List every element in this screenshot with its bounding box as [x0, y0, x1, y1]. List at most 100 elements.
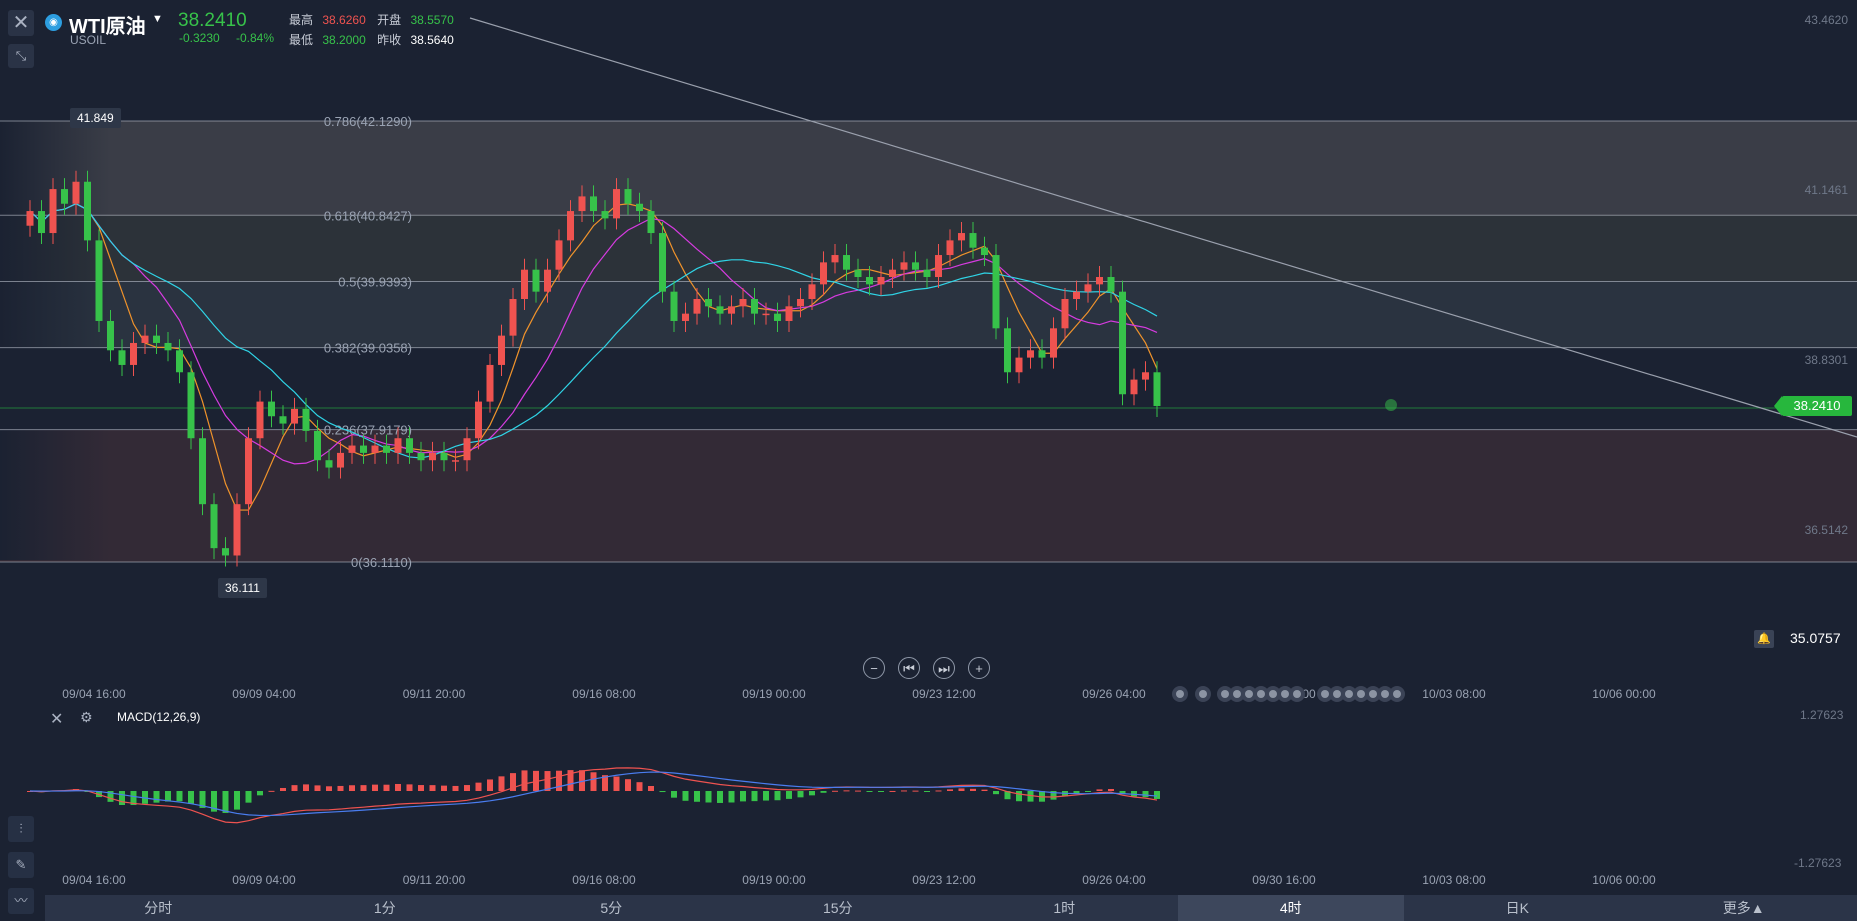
- macd-bar: [866, 791, 873, 792]
- ma-line: [29, 203, 1158, 459]
- candle-body: [774, 313, 781, 321]
- scroll-dot[interactable]: [1389, 686, 1405, 702]
- candle-body: [762, 313, 770, 316]
- candle-body: [199, 438, 206, 505]
- candle-body: [153, 335, 160, 343]
- fib-label: 0(36.1110): [351, 555, 412, 570]
- interval-tab-1m[interactable]: 1分: [373, 900, 396, 916]
- candle-body: [406, 438, 413, 453]
- candle-body: [141, 335, 149, 343]
- macd-bar: [1027, 791, 1034, 802]
- macd-bar: [521, 770, 528, 791]
- candle-body: [785, 306, 793, 321]
- macd-bar: [556, 770, 562, 791]
- bell-icon[interactable]: 🔔: [1754, 630, 1774, 648]
- candle-body: [647, 211, 655, 234]
- candle-body: [1096, 277, 1103, 285]
- time-axis-label: 10/06 00:00: [1592, 687, 1656, 701]
- candle-body: [417, 452, 425, 461]
- macd-histogram: [27, 770, 1160, 813]
- candle-body: [107, 320, 114, 351]
- low-label: 最低: [289, 33, 314, 47]
- macd-axis-top: 1.27623: [1800, 708, 1844, 722]
- gear-icon[interactable]: ⚙: [80, 709, 93, 725]
- candle-body: [279, 416, 287, 424]
- interval-tab-1h[interactable]: 1时: [1053, 900, 1076, 916]
- candle-body: [877, 277, 885, 285]
- candle-body: [659, 233, 666, 292]
- symbol-icon: ◉: [45, 14, 62, 31]
- indicator-icon[interactable]: ⫶: [8, 816, 34, 842]
- macd-bar: [1154, 791, 1160, 799]
- candle-body: [1084, 284, 1092, 292]
- macd-bar: [188, 791, 194, 804]
- interval-tab-more[interactable]: 更多▲: [1722, 900, 1765, 916]
- time-axis-bottom-label: 10/06 00:00: [1592, 873, 1656, 887]
- interval-tab-15m[interactable]: 15分: [822, 900, 853, 916]
- candle-body: [498, 335, 505, 365]
- macd-bar: [418, 785, 424, 791]
- time-axis-bottom-label: 09/23 12:00: [912, 873, 976, 887]
- scroll-dot[interactable]: [1172, 686, 1188, 702]
- close-chart-button[interactable]: ✕: [8, 10, 34, 36]
- macd-bar: [843, 790, 850, 792]
- candle-body: [1015, 357, 1023, 373]
- caret-down-icon[interactable]: ▼: [152, 13, 163, 25]
- trend-line: [469, 17, 1857, 438]
- macd-bar: [153, 791, 160, 803]
- time-axis-label: 09/11 20:00: [403, 687, 466, 701]
- scroll-start-button[interactable]: ⏮: [898, 657, 920, 679]
- price-axis-label: 36.5142: [1805, 523, 1849, 537]
- interval-tab-4h[interactable]: 4时: [1177, 895, 1404, 921]
- close-macd-icon[interactable]: ✕: [50, 711, 64, 728]
- candle-body: [130, 342, 137, 365]
- line-icon[interactable]: 〰: [8, 888, 34, 914]
- symbol-name[interactable]: WTI原油: [69, 16, 146, 38]
- macd-bar: [1108, 788, 1114, 791]
- macd-bar: [1119, 791, 1126, 795]
- time-axis-bottom-label: 09/26 04:00: [1082, 873, 1146, 887]
- scroll-dot[interactable]: [1195, 686, 1211, 702]
- candle-body: [1142, 372, 1149, 380]
- macd-bar: [901, 790, 907, 792]
- zoom-out-button[interactable]: −: [863, 657, 885, 679]
- price-change: -0.3230: [179, 31, 220, 45]
- ma-line: [29, 203, 1158, 465]
- zoom-in-button[interactable]: +: [968, 657, 990, 679]
- candle-body: [854, 269, 862, 278]
- shrink-chart-button[interactable]: ⤡: [8, 44, 34, 68]
- macd-bar: [740, 791, 746, 802]
- macd-lines: [29, 767, 1158, 824]
- candle-body: [1130, 379, 1138, 395]
- candle-body: [590, 196, 597, 212]
- interval-tab-5m[interactable]: 5分: [600, 900, 623, 916]
- close-icon: ✕: [12, 12, 30, 34]
- interval-tab-1d[interactable]: 日K: [1505, 900, 1529, 916]
- time-axis: 09/04 16:00 09/09 04:00 09/11 20:00 09/16 0…: [62, 687, 1656, 701]
- macd-bar: [211, 791, 217, 812]
- candle-body: [958, 233, 965, 241]
- macd-bar: [372, 784, 378, 791]
- macd-bar: [429, 785, 436, 791]
- time-axis-label: 09/26 04:00: [1082, 687, 1146, 701]
- scroll-end-button[interactable]: ⏭: [933, 657, 955, 679]
- candle-body: [866, 277, 873, 285]
- candle-body: [26, 211, 34, 226]
- candle-body: [946, 240, 954, 256]
- interval-tab-time[interactable]: 分时: [144, 900, 173, 916]
- alert-price: 35.0757: [1790, 630, 1841, 646]
- fib-label: 0.618(40.8427): [324, 208, 412, 223]
- high-label: 最高: [289, 13, 314, 27]
- fib-label: 0.786(42.1290): [324, 114, 412, 129]
- shrink-icon: ⤡: [15, 48, 27, 63]
- macd-bar: [889, 790, 896, 792]
- scroll-dot[interactable]: [1289, 686, 1305, 702]
- macd-bar: [947, 789, 953, 791]
- candle-body: [935, 255, 942, 278]
- time-axis-label: 09/16 08:00: [572, 687, 636, 701]
- candle-body: [739, 298, 747, 307]
- draw-icon[interactable]: ✎: [8, 852, 34, 878]
- macd-bar: [1085, 791, 1091, 792]
- candle-body: [61, 189, 68, 204]
